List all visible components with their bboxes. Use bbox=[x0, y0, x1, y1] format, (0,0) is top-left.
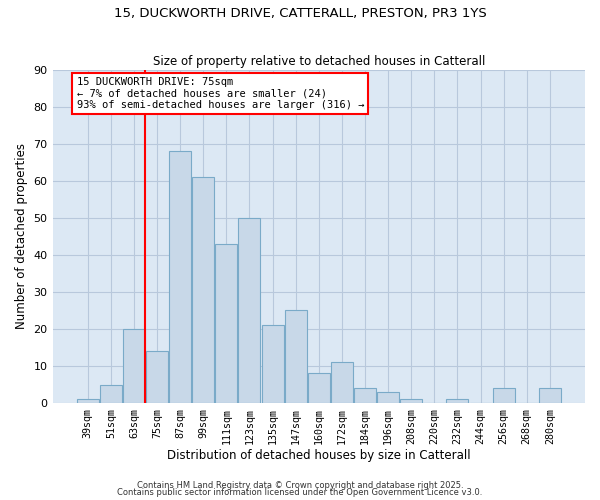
Bar bbox=[192, 177, 214, 403]
Text: Contains HM Land Registry data © Crown copyright and database right 2025.: Contains HM Land Registry data © Crown c… bbox=[137, 480, 463, 490]
Bar bbox=[169, 151, 191, 403]
Bar bbox=[400, 400, 422, 403]
Bar bbox=[284, 310, 307, 403]
Bar bbox=[238, 218, 260, 403]
Bar bbox=[539, 388, 561, 403]
Bar bbox=[215, 244, 238, 403]
Bar bbox=[354, 388, 376, 403]
Bar bbox=[493, 388, 515, 403]
Bar bbox=[308, 374, 330, 403]
Bar bbox=[377, 392, 399, 403]
Bar bbox=[123, 329, 145, 403]
Bar bbox=[146, 351, 168, 403]
Text: 15, DUCKWORTH DRIVE, CATTERALL, PRESTON, PR3 1YS: 15, DUCKWORTH DRIVE, CATTERALL, PRESTON,… bbox=[113, 8, 487, 20]
Bar bbox=[77, 400, 98, 403]
Title: Size of property relative to detached houses in Catterall: Size of property relative to detached ho… bbox=[152, 56, 485, 68]
Text: 15 DUCKWORTH DRIVE: 75sqm
← 7% of detached houses are smaller (24)
93% of semi-d: 15 DUCKWORTH DRIVE: 75sqm ← 7% of detach… bbox=[77, 77, 364, 110]
Text: Contains public sector information licensed under the Open Government Licence v3: Contains public sector information licen… bbox=[118, 488, 482, 497]
Bar bbox=[262, 326, 284, 403]
X-axis label: Distribution of detached houses by size in Catterall: Distribution of detached houses by size … bbox=[167, 450, 470, 462]
Bar bbox=[446, 400, 469, 403]
Bar bbox=[100, 384, 122, 403]
Bar bbox=[331, 362, 353, 403]
Y-axis label: Number of detached properties: Number of detached properties bbox=[15, 144, 28, 330]
